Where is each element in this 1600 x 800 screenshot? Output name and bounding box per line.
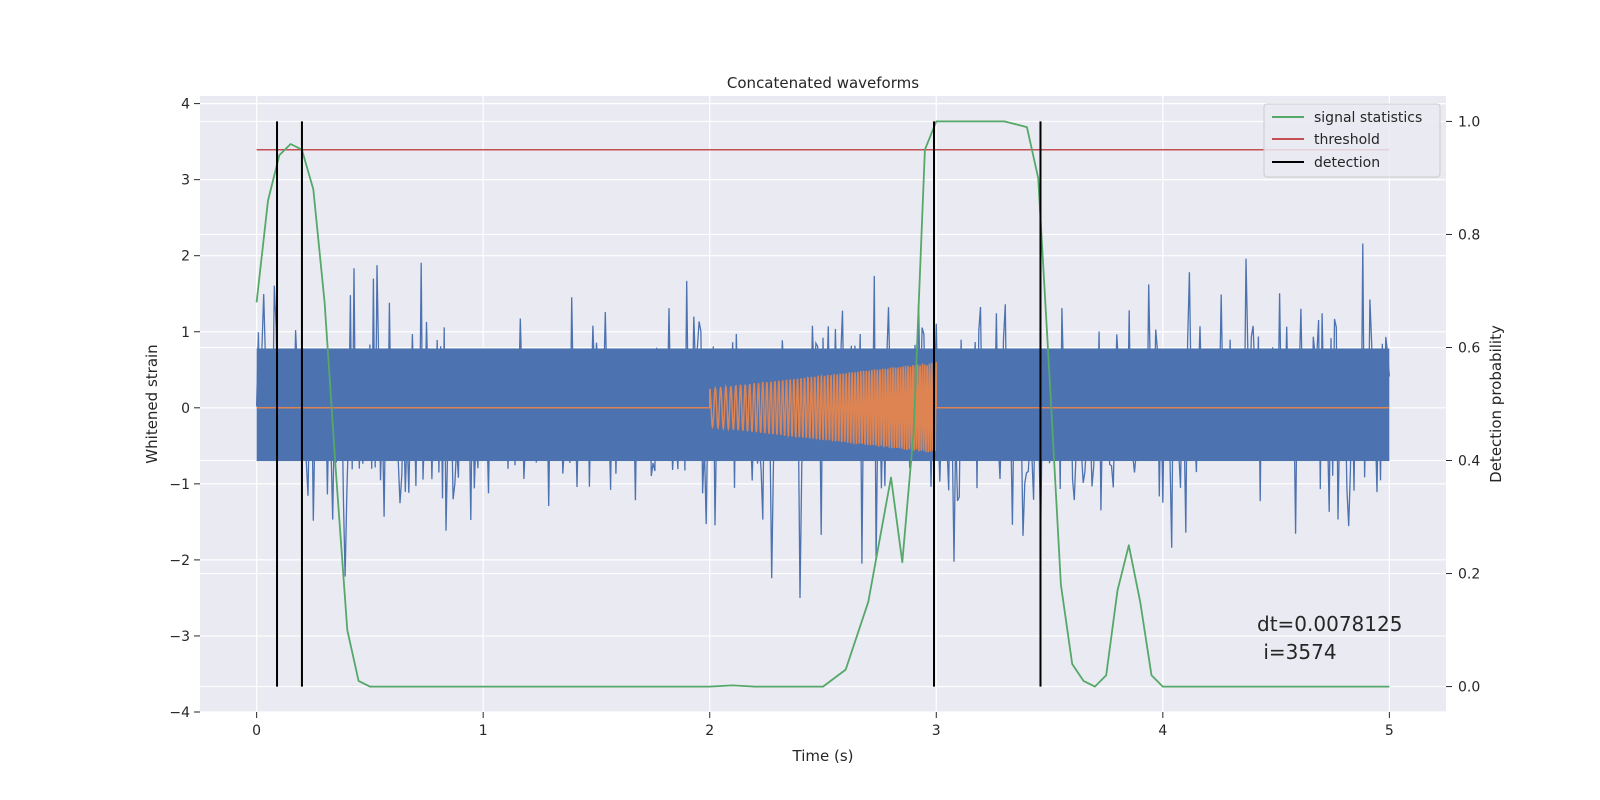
- axis-layer: 0 1 2 3 4 5 −4 −3 −2 −1 0 1 2 3 4 0.0 0.2 0.4 0.6 0.8 1.0: [169, 97, 1480, 739]
- y-tick-label: −3: [169, 629, 190, 645]
- y-axis-label: Whitened strain: [143, 344, 161, 463]
- x-tick-label: 3: [932, 723, 941, 739]
- y-tick-label: −1: [169, 477, 190, 493]
- legend-label-threshold: threshold: [1314, 132, 1380, 148]
- chart-title: Concatenated waveforms: [727, 74, 919, 92]
- data-layer: [255, 120, 1391, 688]
- series-strain-noise-core: [256, 348, 1390, 462]
- annotation-dt: dt=0.0078125: [1257, 612, 1402, 636]
- y-tick-label: 4: [181, 97, 190, 113]
- x-tick-label: 5: [1385, 723, 1394, 739]
- legend-box: [1263, 103, 1441, 178]
- y2-tick-label: 0.2: [1458, 567, 1480, 583]
- y-tick-label: 1: [181, 325, 190, 341]
- legend-label-signal-statistics: signal statistics: [1314, 110, 1422, 126]
- y-tick-label: 0: [181, 401, 190, 417]
- y-tick-label: −2: [169, 553, 190, 569]
- series-injected-chirp: [256, 362, 1390, 453]
- y-tick-label: 2: [181, 249, 190, 265]
- y2-tick-label: 0.6: [1458, 340, 1480, 356]
- y2-axis-label: Detection probability: [1487, 325, 1505, 483]
- y2-tick-label: 0.4: [1458, 454, 1480, 470]
- legend-label-detection: detection: [1314, 155, 1380, 171]
- x-tick-label: 0: [252, 723, 261, 739]
- y-tick-label: 3: [181, 173, 190, 189]
- x-tick-label: 2: [705, 723, 714, 739]
- y2-tick-label: 0.0: [1458, 680, 1480, 696]
- x-tick-label: 4: [1158, 723, 1167, 739]
- y2-tick-label: 1.0: [1458, 114, 1480, 130]
- x-axis-label: Time (s): [792, 747, 854, 765]
- y2-tick-label: 0.8: [1458, 227, 1480, 243]
- y-tick-label: −4: [169, 705, 190, 721]
- legend: signal statistics threshold detection: [1263, 103, 1441, 178]
- x-tick-label: 1: [479, 723, 488, 739]
- annotation-index: i=3574: [1257, 640, 1337, 664]
- series-signal-statistics: [255, 120, 1390, 688]
